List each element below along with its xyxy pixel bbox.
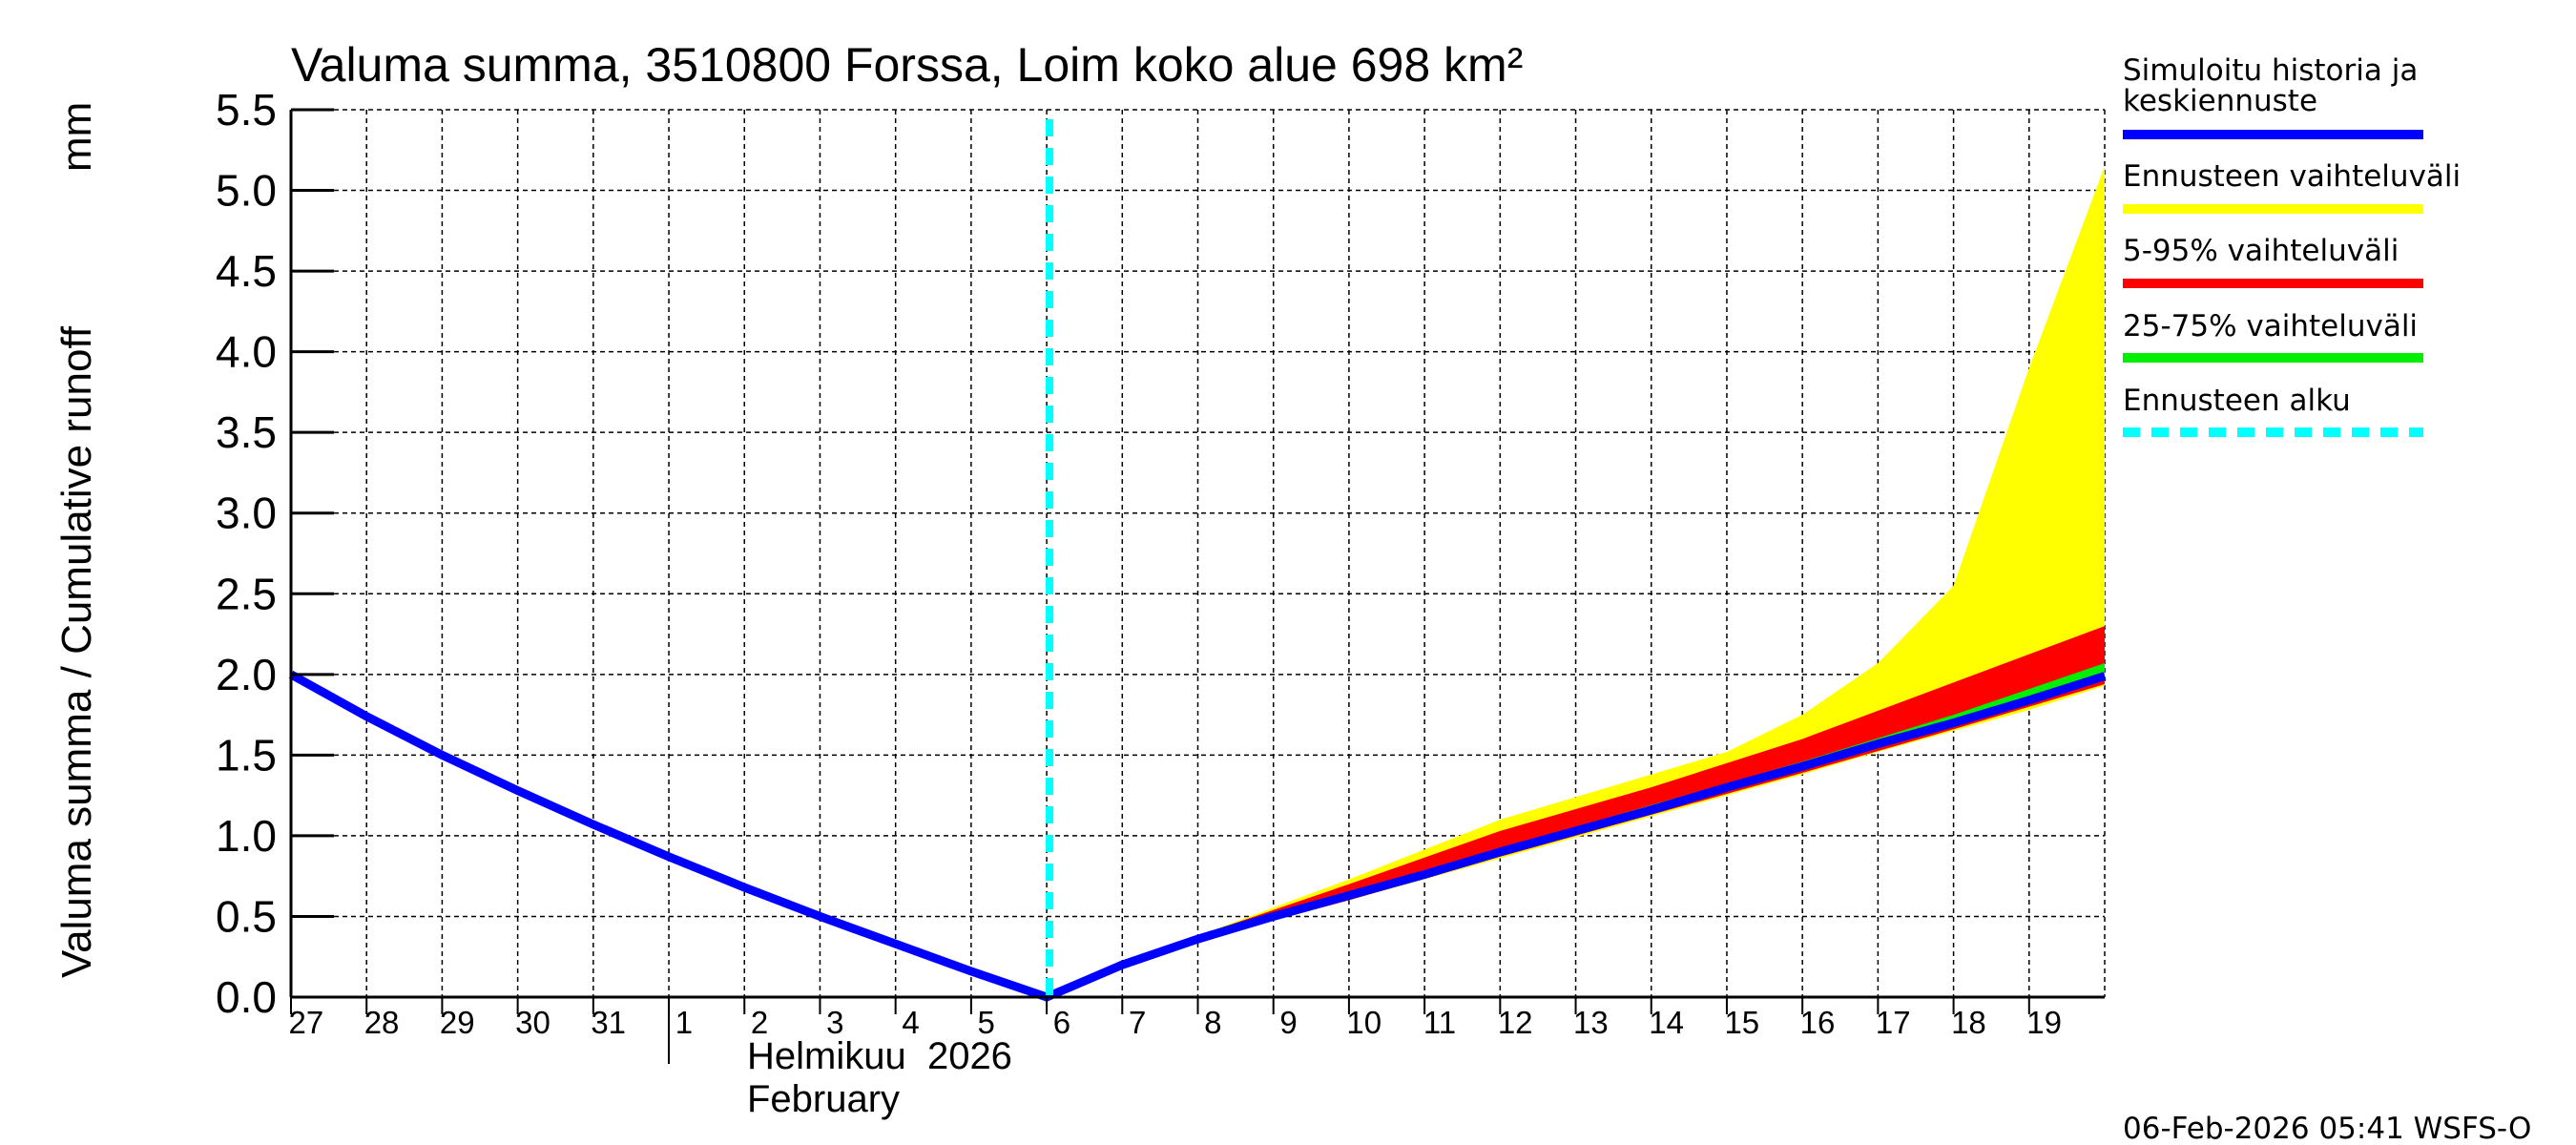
x-tick-label: 9 [1279,1005,1297,1040]
y-tick-label: 2.0 [216,650,277,699]
grid [291,109,2106,998]
legend: Simuloitu historia ja keskiennuste Ennus… [2123,53,2461,437]
x-tick-label: 19 [2026,1005,2062,1040]
y-tick-label: 0.0 [216,972,277,1022]
x-tick-label: 11 [1423,1005,1456,1040]
y-tick-label: 4.0 [216,327,277,377]
x-tick-label: 31 [591,1005,626,1040]
x-tick-label: 14 [1649,1005,1684,1040]
x-tick-label: 13 [1573,1005,1609,1040]
x-tick-label: 6 [1053,1005,1070,1040]
legend-label-median-1: Simuloitu historia ja [2123,53,2418,88]
x-tick-label: 8 [1204,1005,1221,1040]
x-tick-label: 27 [288,1005,323,1040]
x-tick-label: 17 [1876,1005,1911,1040]
y-tick-label: 2.5 [216,569,277,618]
x-tick-label: 28 [364,1005,400,1040]
legend-label-forecast-start: Ennusteen alku [2123,384,2351,418]
x-tick-label: 7 [1129,1005,1146,1040]
y-axis-unit: mm [53,102,100,172]
y-tick-label: 5.0 [216,166,277,216]
x-tick-label: 4 [902,1005,919,1040]
x-tick-label: 2 [751,1005,768,1040]
median-line [288,670,2107,1002]
y-tick-label: 1.0 [216,811,277,861]
x-tick-label: 1 [675,1005,693,1040]
x-axis-month-en: February [747,1078,900,1120]
y-tick-label: 3.5 [216,407,277,457]
y-tick-label: 4.5 [216,246,277,296]
x-tick-label: 3 [826,1005,843,1040]
x-tick-label: 30 [515,1005,551,1040]
x-axis-month-fi: Helmikuu 2026 [747,1035,1012,1077]
x-tick-label: 15 [1724,1005,1759,1040]
chart-title: Valuma summa, 3510800 Forssa, Loim koko … [291,38,1523,92]
y-tick-label: 0.5 [216,891,277,941]
series-lines [288,119,2107,1002]
y-axis-label: Valuma summa / Cumulative runoff [53,325,100,978]
x-tick-label: 5 [978,1005,995,1040]
x-tick-label: 29 [440,1005,475,1040]
y-tick-label: 3.0 [216,489,277,538]
legend-label-p25-75: 25-75% vaihteluväli [2123,309,2418,344]
axes: 0.00.51.01.52.02.53.03.54.04.55.05.527 28… [216,85,2105,1064]
timestamp: 06-Feb-2026 05:41 WSFS-O [2123,1112,2531,1145]
legend-label-median-2: keskiennuste [2123,84,2317,118]
y-tick-label: 1.5 [216,730,277,780]
x-tick-label: 12 [1498,1005,1533,1040]
x-tick-label: 18 [1951,1005,1986,1040]
legend-label-p5-95: 5-95% vaihteluväli [2123,234,2399,268]
legend-label-range: Ennusteen vaihteluväli [2123,159,2461,194]
x-tick-label: 16 [1800,1005,1836,1040]
y-tick-label: 5.5 [216,85,277,135]
x-tick-label: 10 [1346,1005,1381,1040]
